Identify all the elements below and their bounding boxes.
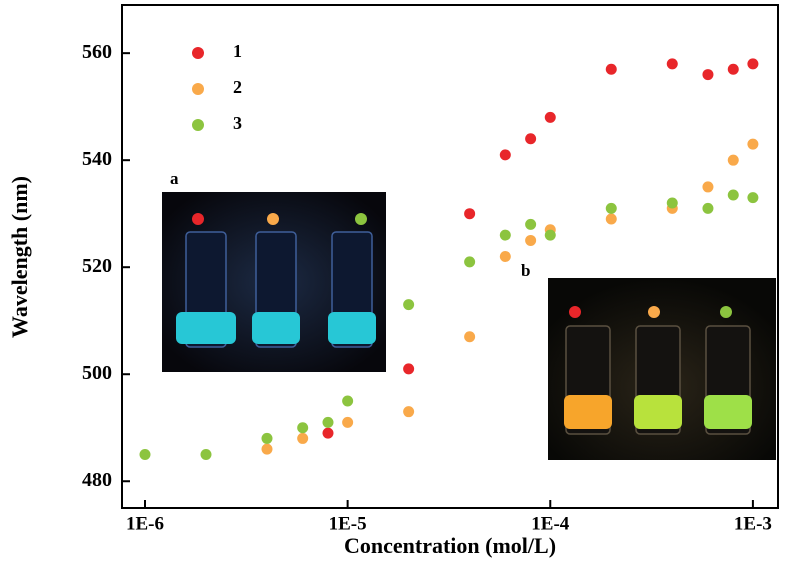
data-point (403, 299, 415, 311)
data-point (544, 229, 556, 241)
data-point (464, 256, 476, 268)
data-point (297, 432, 309, 444)
data-point (464, 331, 476, 343)
data-point (200, 448, 212, 460)
data-point (747, 138, 759, 150)
data-point (727, 189, 739, 201)
data-point (403, 406, 415, 418)
y-tick-label: 560 (82, 41, 112, 63)
data-point (525, 133, 537, 145)
data-point (605, 63, 617, 75)
data-point (525, 218, 537, 230)
legend-label: 1 (233, 41, 242, 61)
x-tick-label: 1E-6 (126, 513, 164, 534)
data-point (322, 427, 334, 439)
y-tick-label: 480 (82, 469, 112, 491)
legend-marker (192, 83, 204, 95)
y-tick-label: 520 (82, 255, 112, 277)
data-point (342, 395, 354, 407)
data-point (605, 202, 617, 214)
data-point (727, 63, 739, 75)
inset-photo-b (548, 278, 776, 460)
data-point (139, 448, 151, 460)
legend-label: 2 (233, 77, 242, 97)
x-tick-label: 1E-3 (734, 513, 772, 534)
y-tick-label: 500 (82, 362, 112, 384)
data-point (727, 154, 739, 166)
legend-marker (192, 47, 204, 59)
data-point (747, 58, 759, 70)
data-point (297, 422, 309, 434)
plot-frame (121, 4, 779, 509)
y-tick-label: 540 (82, 148, 112, 170)
data-point (525, 234, 537, 246)
x-tick-label: 1E-5 (329, 513, 367, 534)
data-point (403, 363, 415, 375)
x-tick-label: 1E-4 (531, 513, 570, 534)
data-point (499, 149, 511, 161)
data-point (702, 69, 714, 81)
data-point (261, 443, 273, 455)
data-point (702, 181, 714, 193)
data-point (666, 58, 678, 70)
data-point (499, 251, 511, 262)
data-point (464, 208, 476, 220)
data-point (342, 416, 354, 428)
inset-label: b (521, 261, 530, 280)
data-point (261, 432, 273, 444)
legend-label: 3 (233, 113, 242, 133)
data-point (605, 213, 617, 225)
legend-marker (192, 119, 204, 131)
data-point (499, 229, 511, 241)
data-point (666, 197, 678, 209)
inset-label: a (170, 169, 179, 188)
y-axis-label: Wavelength (nm) (7, 176, 32, 338)
data-point (544, 111, 556, 123)
data-point (747, 192, 759, 204)
inset-photo-a (162, 192, 386, 372)
data-point (702, 202, 714, 214)
x-axis-label: Concentration (mol/L) (344, 533, 556, 558)
data-point (322, 416, 334, 428)
